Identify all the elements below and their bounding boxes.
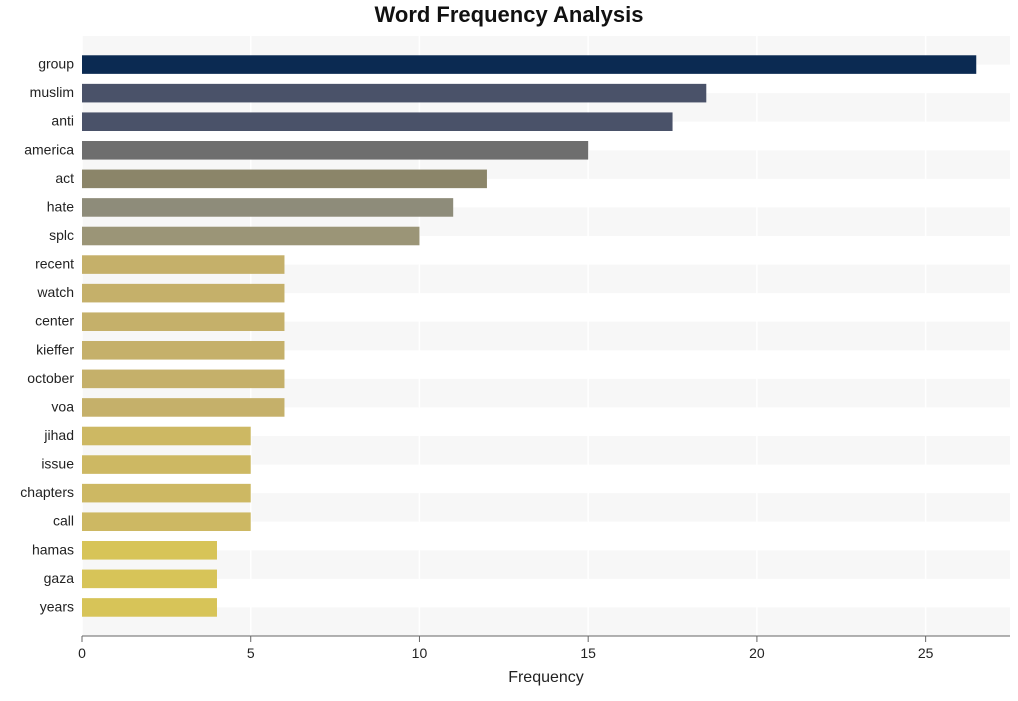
row-band xyxy=(82,550,1010,579)
x-tick-label: 25 xyxy=(918,645,934,661)
x-tick-label: 0 xyxy=(78,645,86,661)
bar xyxy=(82,255,284,274)
y-label: group xyxy=(38,56,74,72)
bar xyxy=(82,541,217,560)
bar xyxy=(82,370,284,389)
bar xyxy=(82,398,284,417)
y-label: chapters xyxy=(20,484,74,500)
bar xyxy=(82,227,419,246)
bar xyxy=(82,484,251,503)
y-label: splc xyxy=(49,227,74,243)
bar xyxy=(82,598,217,617)
y-label: recent xyxy=(35,256,74,272)
bar xyxy=(82,170,487,189)
bar xyxy=(82,341,284,360)
chart-container: Word Frequency Analysis 0 5 10 15 20 25 group… xyxy=(0,0,1018,701)
row-band xyxy=(82,607,1010,636)
bar xyxy=(82,112,673,131)
plot-area: 0 5 10 15 20 25 group muslim anti america act hate… xyxy=(20,36,1010,686)
chart-title: Word Frequency Analysis xyxy=(375,2,644,27)
y-labels: group muslim anti america act hate splc recent w… xyxy=(20,56,74,615)
bar xyxy=(82,84,706,103)
y-label: center xyxy=(35,313,74,329)
bar xyxy=(82,141,588,160)
bar xyxy=(82,55,976,74)
y-label: watch xyxy=(36,284,74,300)
y-label: hamas xyxy=(32,541,74,557)
bar xyxy=(82,512,251,531)
x-tick-label: 20 xyxy=(749,645,765,661)
y-label: issue xyxy=(41,456,74,472)
y-label: act xyxy=(55,170,74,186)
y-label: call xyxy=(53,513,74,529)
y-label: hate xyxy=(47,198,74,214)
bar xyxy=(82,570,217,589)
bar xyxy=(82,312,284,331)
y-label: jihad xyxy=(43,427,74,443)
bar xyxy=(82,198,453,217)
y-label: anti xyxy=(51,113,74,129)
x-axis-title: Frequency xyxy=(508,669,584,686)
x-tick-label: 5 xyxy=(247,645,255,661)
chart-svg: Word Frequency Analysis 0 5 10 15 20 25 group… xyxy=(0,0,1018,701)
y-label: america xyxy=(24,141,74,157)
y-label: muslim xyxy=(30,84,74,100)
y-label: years xyxy=(40,598,74,614)
x-tick-label: 10 xyxy=(412,645,428,661)
bar xyxy=(82,427,251,446)
bar xyxy=(82,455,251,474)
x-ticks: 0 5 10 15 20 25 xyxy=(78,636,934,661)
y-label: voa xyxy=(51,398,74,414)
bar xyxy=(82,284,284,303)
y-label: gaza xyxy=(44,570,75,586)
y-label: kieffer xyxy=(36,341,74,357)
x-tick-label: 15 xyxy=(580,645,596,661)
y-label: october xyxy=(27,370,74,386)
